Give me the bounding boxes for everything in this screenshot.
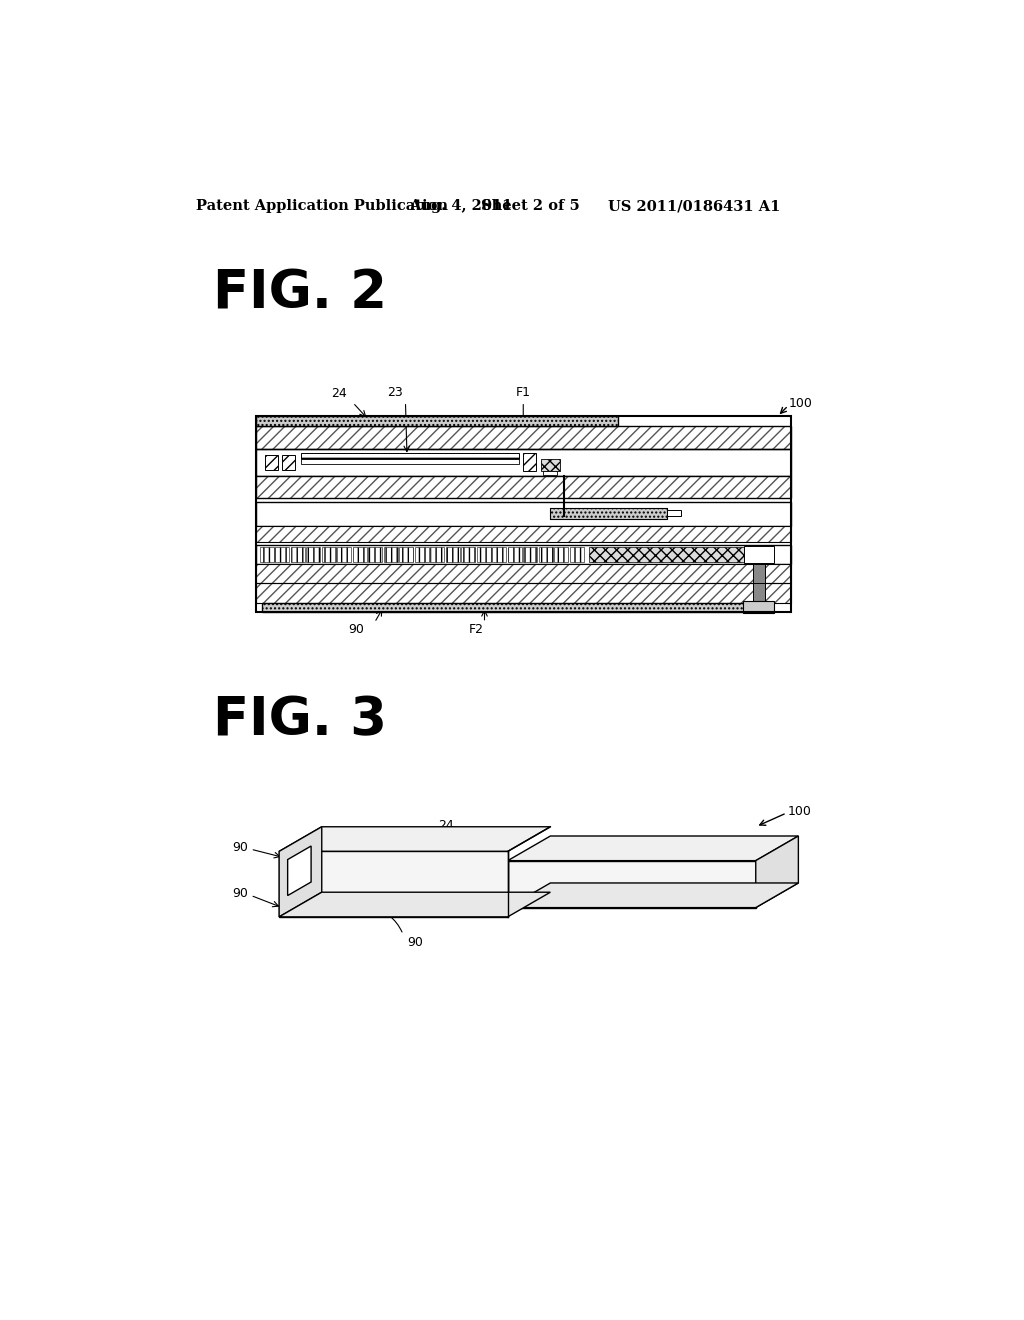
Bar — [256, 416, 617, 426]
Text: 90: 90 — [407, 936, 423, 949]
Bar — [667, 511, 681, 516]
Bar — [384, 548, 397, 562]
Bar — [262, 603, 748, 612]
Bar — [256, 477, 791, 498]
Polygon shape — [280, 826, 322, 917]
Bar — [291, 548, 305, 562]
Bar — [256, 583, 791, 603]
Polygon shape — [508, 883, 799, 908]
Text: 90: 90 — [232, 841, 248, 854]
Bar — [256, 426, 791, 450]
Bar — [369, 548, 382, 562]
Bar — [256, 416, 791, 612]
Bar — [337, 548, 351, 562]
Bar — [352, 548, 367, 562]
Bar — [283, 455, 295, 470]
Text: FIG. 2: FIG. 2 — [213, 267, 387, 319]
Polygon shape — [280, 892, 550, 917]
Bar — [256, 527, 791, 541]
Text: 23: 23 — [387, 387, 403, 400]
Bar — [260, 548, 273, 562]
Polygon shape — [756, 836, 799, 908]
Bar — [753, 583, 765, 605]
Bar — [743, 601, 774, 614]
Text: 90: 90 — [232, 887, 248, 900]
Bar — [256, 527, 791, 541]
Bar — [301, 459, 519, 465]
Bar — [415, 548, 429, 562]
Bar — [541, 459, 560, 471]
Bar — [550, 508, 667, 519]
Text: 24: 24 — [331, 387, 347, 400]
Text: 100: 100 — [787, 805, 811, 818]
Bar — [399, 548, 414, 562]
Bar — [461, 548, 475, 562]
Bar — [256, 498, 791, 502]
Bar — [256, 502, 791, 527]
Text: US 2011/0186431 A1: US 2011/0186431 A1 — [608, 199, 781, 213]
Polygon shape — [280, 851, 508, 917]
Polygon shape — [508, 861, 756, 908]
Text: F2: F2 — [469, 623, 484, 636]
Bar — [256, 426, 791, 450]
Bar — [256, 583, 791, 603]
Bar — [445, 548, 460, 562]
Bar — [262, 603, 748, 612]
Text: 90: 90 — [349, 623, 365, 636]
Text: Patent Application Publication: Patent Application Publication — [197, 199, 449, 213]
Text: 100: 100 — [790, 397, 813, 409]
Bar — [430, 548, 444, 562]
Bar — [275, 548, 289, 562]
Polygon shape — [280, 826, 550, 851]
Bar — [550, 508, 667, 519]
Bar — [523, 548, 538, 562]
Bar — [523, 453, 537, 471]
Text: Aug. 4, 2011: Aug. 4, 2011 — [410, 199, 513, 213]
Text: Sheet 2 of 5: Sheet 2 of 5 — [480, 199, 580, 213]
Polygon shape — [508, 836, 799, 861]
Bar — [256, 564, 791, 583]
Bar — [589, 548, 748, 562]
Bar — [256, 564, 791, 583]
Bar — [256, 477, 791, 498]
Bar — [256, 416, 617, 426]
Bar — [569, 548, 584, 562]
Text: FIG. 3: FIG. 3 — [213, 694, 387, 747]
Bar — [256, 449, 791, 477]
Bar — [477, 548, 490, 562]
Bar — [265, 455, 278, 470]
Bar — [508, 548, 521, 562]
Bar — [322, 548, 336, 562]
Bar — [554, 548, 568, 562]
Bar — [256, 543, 791, 545]
Bar — [306, 548, 321, 562]
Bar — [744, 546, 773, 562]
Text: F1: F1 — [516, 387, 530, 400]
Bar — [493, 548, 506, 562]
Polygon shape — [288, 846, 311, 895]
Bar — [753, 564, 765, 586]
Bar — [539, 548, 553, 562]
Text: 24: 24 — [438, 820, 454, 832]
Bar — [256, 545, 791, 564]
Bar — [301, 453, 519, 459]
Bar — [544, 471, 557, 475]
